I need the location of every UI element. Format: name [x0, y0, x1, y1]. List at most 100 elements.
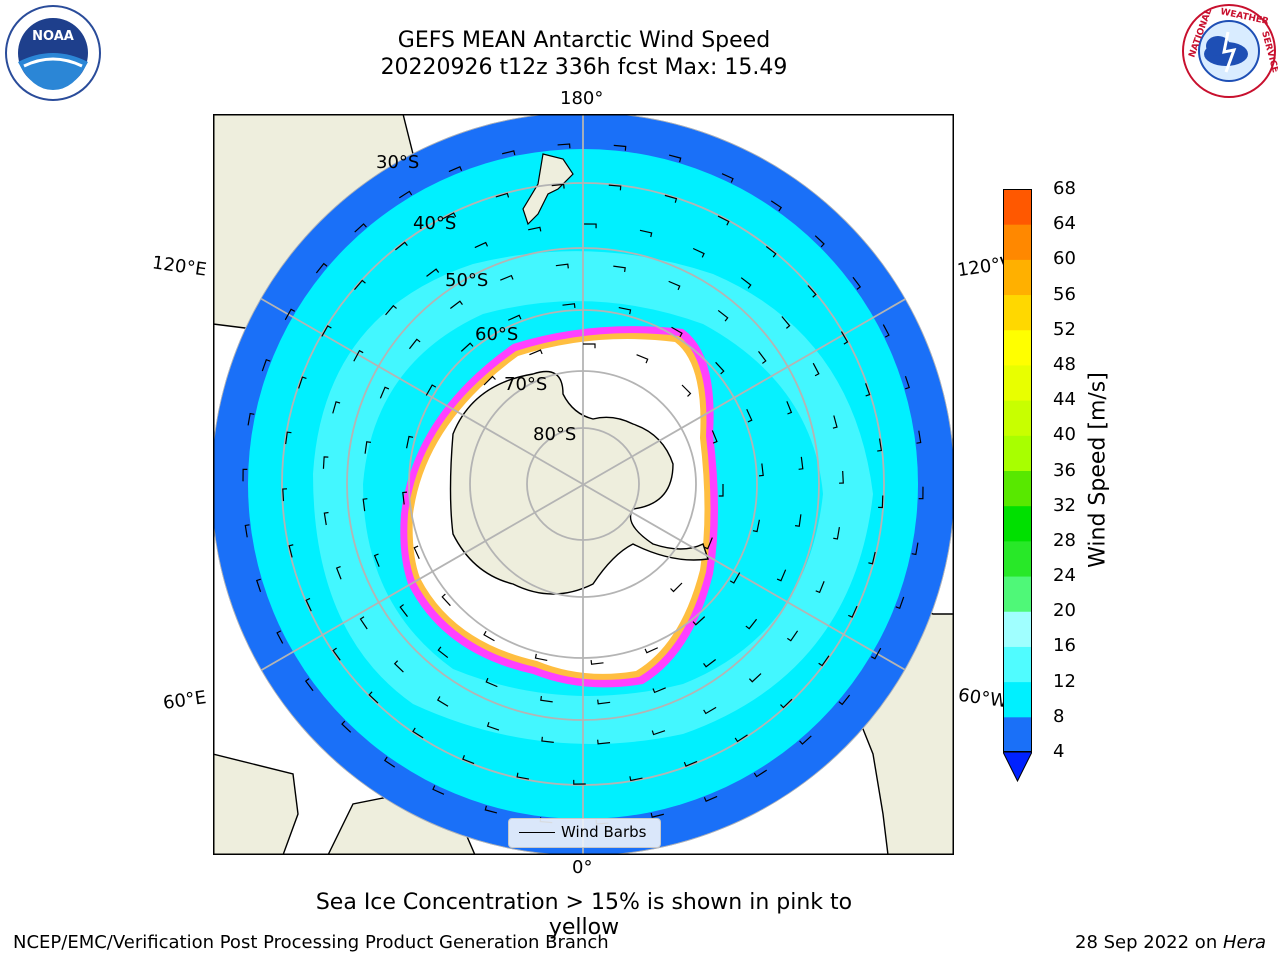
wind-barb — [765, 246, 777, 258]
credit-producer: NCEP/EMC/Verification Post Processing Pr… — [13, 932, 609, 953]
wind-barb — [848, 605, 858, 618]
wind-barb — [557, 143, 571, 149]
wind-barb — [354, 279, 366, 291]
colorbar-tick-label: 28 — [1053, 529, 1076, 551]
wind-barb — [683, 760, 698, 767]
wind-barb — [393, 660, 404, 673]
colorbar-tick-label: 20 — [1053, 600, 1076, 622]
colorbar-segment — [1003, 259, 1032, 296]
wind-barb — [671, 326, 683, 338]
wind-barb — [758, 463, 764, 477]
wind-barb — [442, 212, 457, 220]
wind-barb — [868, 551, 876, 565]
wind-barb — [664, 194, 678, 203]
wind-barb — [474, 241, 489, 249]
wind-barb — [703, 795, 718, 802]
wind-barb — [745, 618, 758, 630]
wind-barb — [692, 616, 706, 626]
wind-barb — [284, 308, 296, 321]
colorbar-tick-label: 48 — [1053, 353, 1076, 375]
wind-barb — [717, 309, 729, 322]
wind-barb — [437, 646, 449, 659]
wind-barb — [776, 569, 787, 582]
wind-barb — [746, 408, 753, 423]
wind-barb — [528, 226, 542, 232]
wind-barb-swatch — [519, 832, 555, 833]
wind-barb — [703, 659, 717, 668]
wind-barb — [335, 565, 342, 580]
wind-barb — [718, 484, 724, 497]
wind-barb — [715, 361, 725, 375]
wind-barb — [711, 430, 718, 444]
wind-barb — [814, 235, 825, 248]
wind-barb — [398, 190, 413, 199]
wind-barb — [833, 527, 840, 540]
wind-barb — [534, 653, 548, 662]
wind-barb — [613, 144, 627, 151]
lat-label-80s: 80°S — [533, 424, 577, 445]
colorbar-tick-label: 24 — [1053, 565, 1076, 587]
wind-barb — [441, 593, 451, 607]
colorbar-label: Wind Speed [m/s] — [1085, 372, 1111, 568]
wind-barb — [904, 375, 911, 390]
wind-barb — [786, 401, 793, 415]
colorbar-segment — [1003, 611, 1032, 647]
wind-barb — [584, 223, 597, 229]
lat-label-30s: 30°S — [376, 152, 420, 173]
wind-barbs — [242, 143, 924, 825]
wind-barb — [780, 698, 793, 709]
wind-barb — [597, 739, 611, 745]
wind-barb — [276, 630, 284, 644]
wind-barb — [613, 265, 626, 272]
wind-barb — [304, 678, 314, 692]
wind-barb — [770, 200, 783, 212]
wind-barb — [832, 415, 838, 429]
wind-barb — [748, 673, 762, 683]
wind-barb — [729, 572, 741, 584]
wind-barb — [322, 456, 329, 469]
wind-barb — [354, 223, 367, 233]
wind-barb — [332, 401, 341, 414]
wind-barb — [807, 285, 817, 298]
wind-barb — [305, 597, 312, 612]
wind-barb — [650, 812, 664, 818]
wind-barb — [644, 647, 659, 654]
wind-barb — [815, 581, 825, 594]
wind-barb — [368, 691, 379, 704]
lon-label-120e: 120°E — [150, 252, 208, 281]
credit-machine: Hera — [1222, 932, 1266, 953]
lon-label-60w: 60°W — [956, 684, 1009, 713]
colorbar-segment — [1003, 646, 1032, 683]
chart-title: GEFS MEAN Antarctic Wind Speed — [397, 28, 771, 53]
colorbar-tick-label: 64 — [1053, 213, 1076, 235]
colorbar-segment — [1003, 400, 1032, 436]
colorbar-tick-label: 16 — [1053, 635, 1076, 657]
colorbar-tick-label: 68 — [1053, 178, 1076, 199]
wind-barb — [852, 276, 862, 290]
noaa-logo-text: NOAA — [32, 29, 74, 44]
colorbar-tick-label: 56 — [1053, 283, 1076, 305]
colorbar-segment — [1003, 189, 1032, 225]
colorbar-segment — [1003, 470, 1032, 507]
wind-barb — [359, 616, 368, 630]
colorbar-segment — [1003, 329, 1032, 366]
wind-barb — [918, 486, 924, 500]
wind-barb — [781, 316, 791, 329]
wind-barb — [865, 383, 871, 397]
colorbar-tick-label: 44 — [1053, 389, 1076, 411]
colorbar-segment — [1003, 294, 1032, 331]
wind-barb — [332, 647, 341, 661]
wind-barb — [740, 277, 752, 289]
wind-barb — [425, 384, 437, 396]
wind-barb — [839, 470, 844, 484]
chart-subtitle: 20220926 t12z 336h fcst Max: 15.49 — [380, 55, 788, 80]
lon-label-180: 180° — [560, 88, 604, 109]
wind-barb — [573, 779, 586, 785]
wind-barb — [703, 537, 713, 550]
wind-barb — [402, 491, 408, 505]
wind-barb — [412, 727, 424, 739]
wind-barb — [541, 736, 554, 743]
wind-barb — [516, 772, 530, 780]
wind-barb — [486, 721, 500, 731]
wind-barb — [758, 350, 767, 364]
